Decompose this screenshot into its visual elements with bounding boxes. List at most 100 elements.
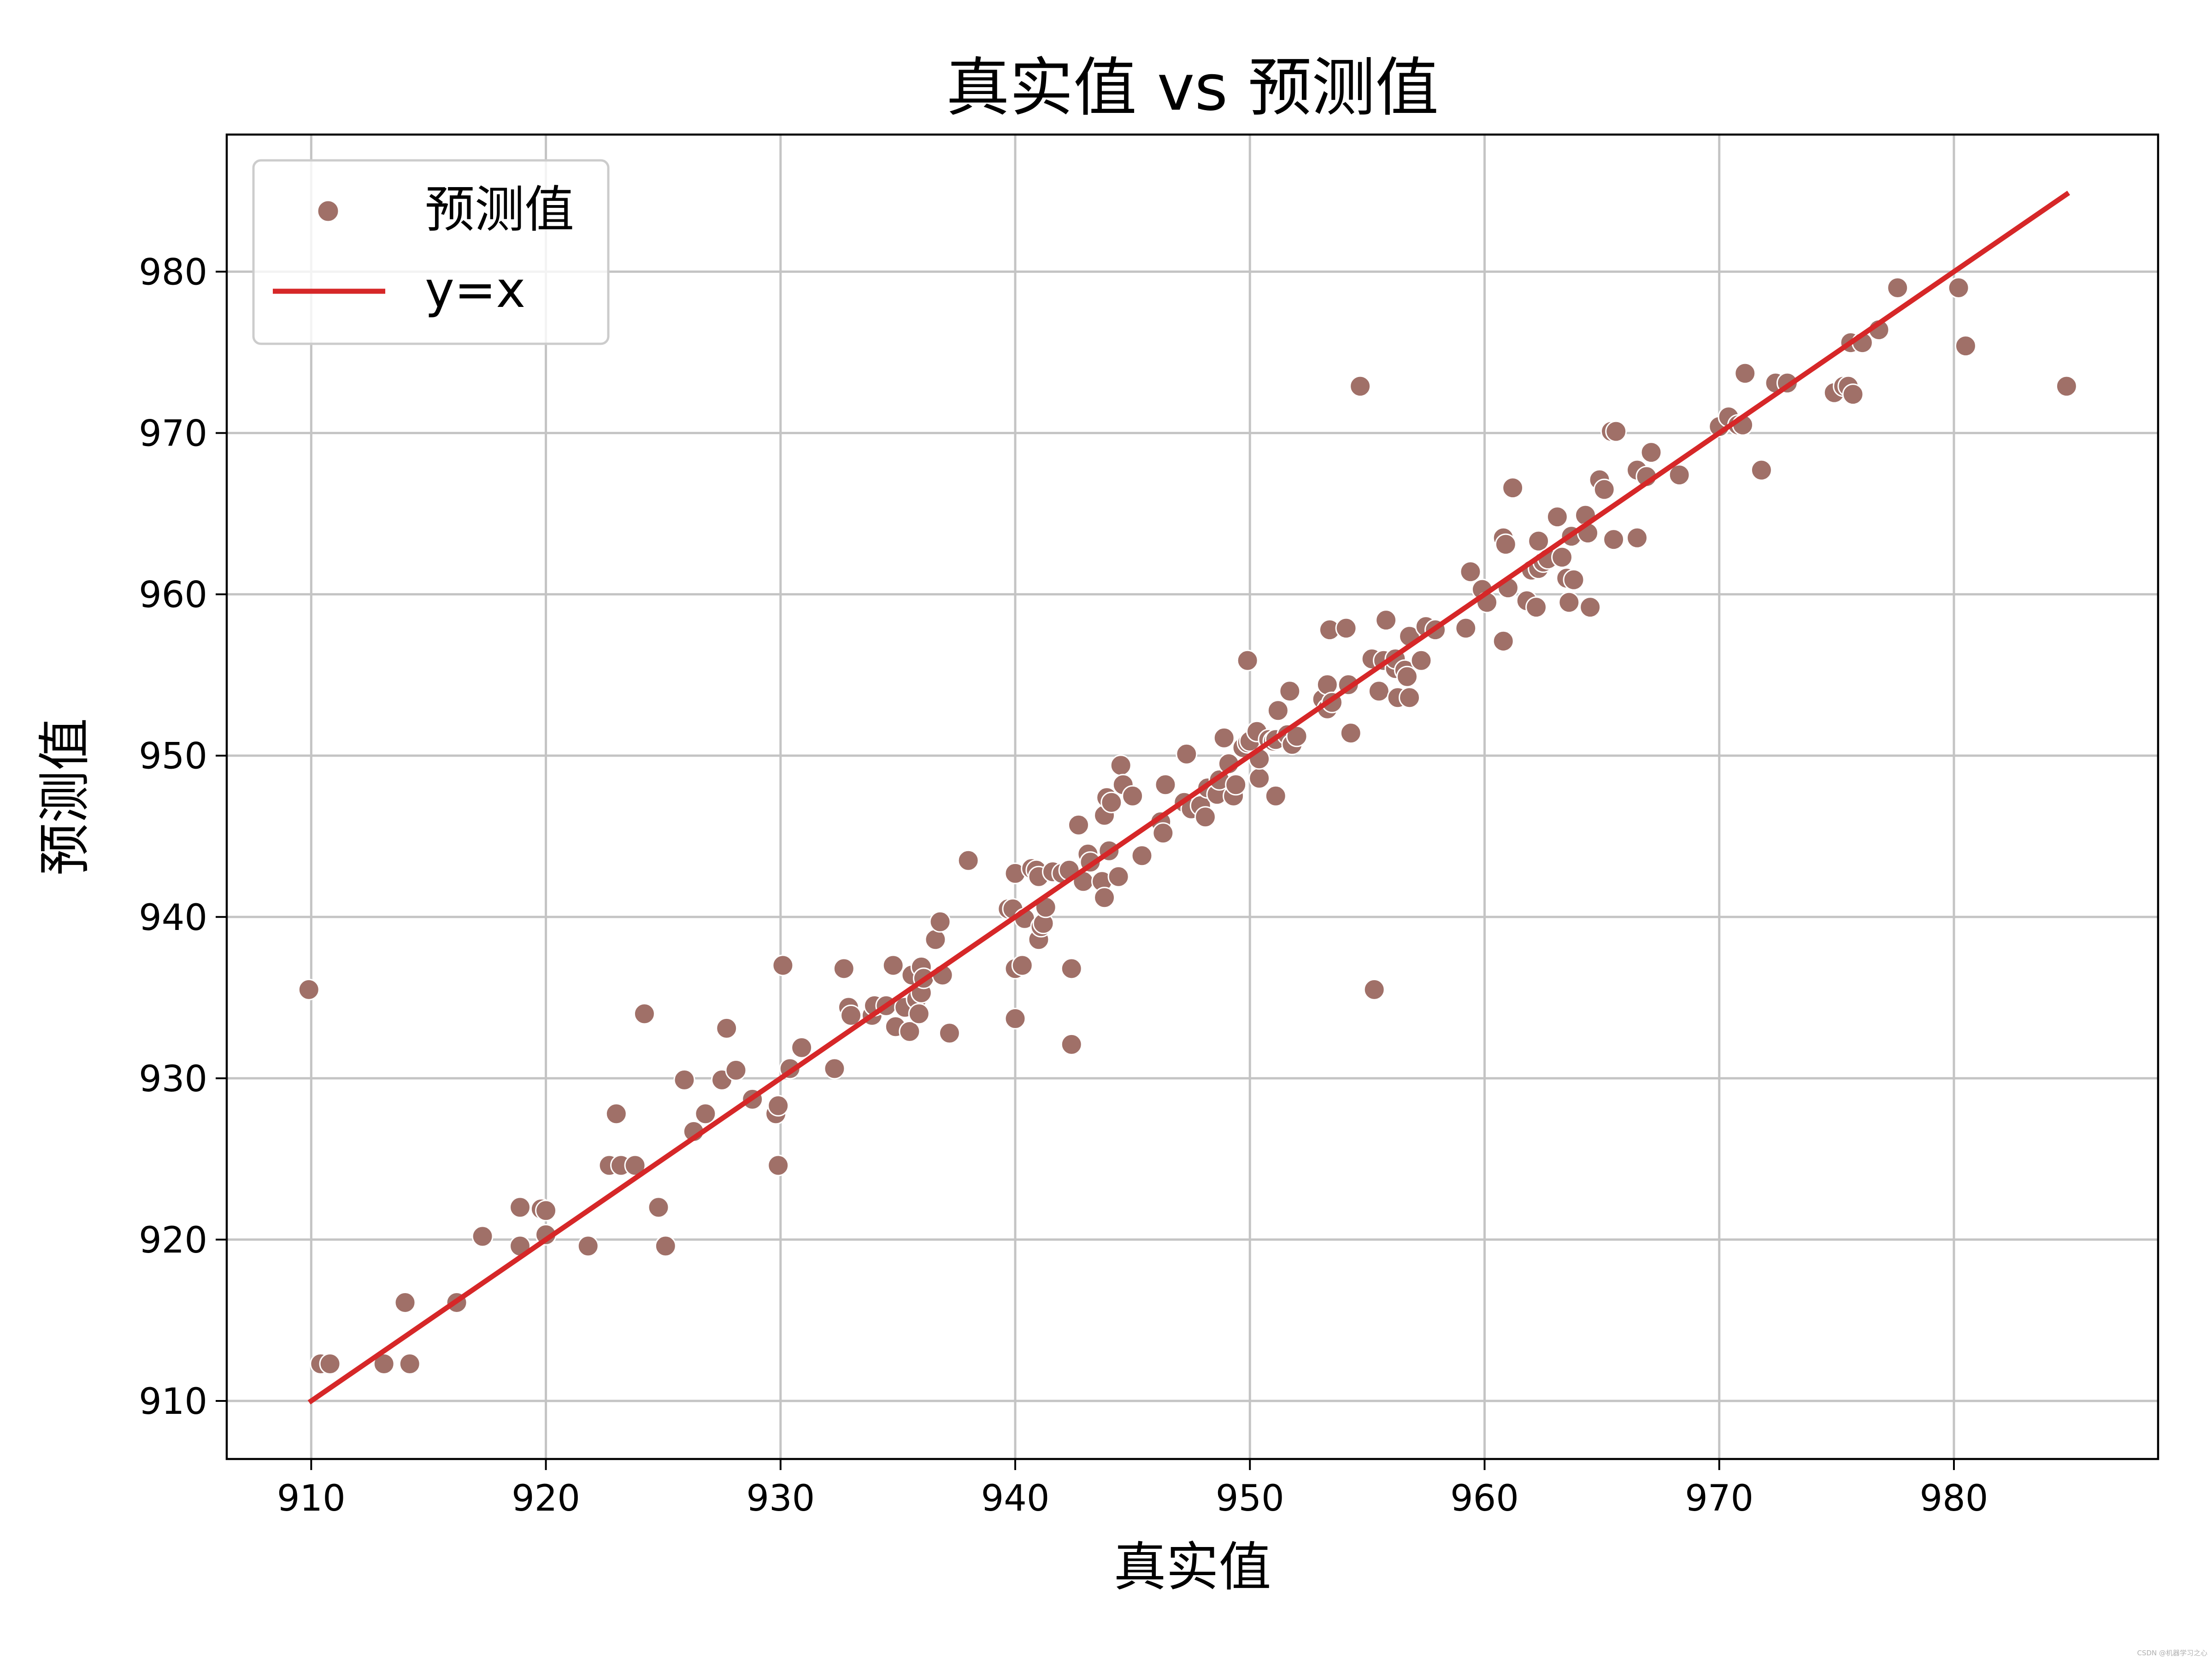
scatter-point xyxy=(509,1196,531,1218)
y-tick-label: 920 xyxy=(139,1220,207,1261)
y-tick-label: 930 xyxy=(139,1059,207,1100)
y-axis-label: 预测值 xyxy=(34,718,95,876)
grid-lines xyxy=(227,135,2158,1459)
scatter-point xyxy=(1459,561,1482,583)
scatter-point xyxy=(938,1022,960,1044)
scatter-point xyxy=(1551,546,1573,568)
scatter-point xyxy=(1528,530,1550,552)
watermark: CSDN @机器学习之心 xyxy=(2137,1649,2207,1657)
plot-frame xyxy=(225,133,2159,1460)
legend-box xyxy=(252,159,610,345)
scatter-point xyxy=(772,954,794,977)
scatter-point xyxy=(298,978,320,1000)
scatter-point xyxy=(1107,865,1130,888)
scatter-point xyxy=(1546,506,1568,528)
scatter-point xyxy=(1626,527,1648,549)
scatter-point xyxy=(1004,1007,1026,1030)
scatter-point xyxy=(399,1353,421,1375)
scatter-point xyxy=(1399,687,1421,709)
scatter-point xyxy=(654,1235,677,1257)
scatter-point xyxy=(1131,845,1153,867)
scatter-point xyxy=(2055,375,2077,397)
legend-marker-icon xyxy=(317,200,340,223)
scatter-point xyxy=(1122,785,1144,807)
scatter-point xyxy=(1213,727,1235,749)
scatter-point xyxy=(767,1154,789,1177)
y-tick-label: 950 xyxy=(139,736,207,777)
x-tick-label: 970 xyxy=(1685,1478,1753,1519)
axis-ticks: 910 920 930 940 950 960 970 980 910 920 930 940 950 9… xyxy=(139,252,1988,1519)
scatter-point xyxy=(1152,822,1174,844)
x-tick-label: 980 xyxy=(1920,1478,1988,1519)
scatter-point xyxy=(1668,464,1690,486)
x-tick-label: 950 xyxy=(1216,1478,1284,1519)
scatter-point xyxy=(1410,649,1432,671)
scatter-point xyxy=(908,1003,930,1025)
scatter-point xyxy=(1494,533,1517,555)
scatter-point xyxy=(1640,441,1662,464)
scatter-point xyxy=(1605,420,1627,442)
scatter-point xyxy=(1248,767,1271,789)
scatter-point xyxy=(319,1353,341,1375)
legend-label-predicted: 预测值 xyxy=(425,181,574,239)
scatter-point xyxy=(1011,954,1033,977)
scatter-point xyxy=(833,958,855,980)
scatter-point xyxy=(1750,459,1772,481)
scatter-point xyxy=(1492,630,1514,652)
scatter-point xyxy=(605,1103,627,1125)
scatter-point xyxy=(1194,806,1217,828)
scatter-point xyxy=(1363,978,1385,1000)
scatter-point xyxy=(694,1103,717,1125)
scatter-point xyxy=(899,1020,921,1042)
scatter-point xyxy=(924,929,947,951)
scatter-point xyxy=(1110,754,1132,777)
y-tick-label: 940 xyxy=(139,897,207,939)
scatter-point xyxy=(1947,277,1970,299)
scatter-point xyxy=(1396,665,1418,688)
scatter-point xyxy=(1094,887,1116,909)
scatter-point xyxy=(1176,743,1198,765)
x-tick-label: 960 xyxy=(1450,1478,1519,1519)
scatter-point xyxy=(1734,362,1756,384)
x-tick-label: 920 xyxy=(512,1478,580,1519)
scatter-point xyxy=(1279,680,1301,702)
scatter-point xyxy=(1335,617,1357,639)
scatter-point xyxy=(1100,791,1123,813)
x-tick-label: 930 xyxy=(746,1478,815,1519)
scatter-point xyxy=(1225,774,1247,796)
scatter-point xyxy=(647,1196,670,1218)
y-tick-label: 970 xyxy=(139,413,207,455)
scatter-point xyxy=(1068,814,1090,836)
scatter-point xyxy=(1368,680,1390,702)
scatter-point xyxy=(394,1291,416,1313)
scatter-point xyxy=(1455,617,1477,639)
scatter-point xyxy=(791,1036,813,1059)
scatter-point xyxy=(633,1003,655,1025)
scatter-point xyxy=(929,911,951,933)
y-tick-label: 910 xyxy=(139,1381,207,1423)
scatter-point xyxy=(716,1017,738,1039)
x-tick-label: 910 xyxy=(277,1478,346,1519)
scatter-point xyxy=(1563,569,1585,591)
scatter-point xyxy=(725,1059,747,1081)
scatter-point xyxy=(1558,591,1580,613)
scatter-point xyxy=(471,1225,494,1247)
scatter-point xyxy=(1502,477,1524,499)
scatter-point xyxy=(1060,958,1082,980)
scatter-point xyxy=(1579,596,1601,618)
y-tick-label: 960 xyxy=(139,575,207,616)
scatter-point xyxy=(1236,649,1259,671)
legend: 预测值 y=x xyxy=(252,159,610,345)
scatter-point xyxy=(1267,700,1289,722)
legend-label-reference: y=x xyxy=(425,261,525,319)
scatter-point xyxy=(957,849,979,871)
scatter-point xyxy=(1375,609,1397,631)
scatter-point xyxy=(535,1200,557,1222)
scatter-point xyxy=(824,1058,846,1080)
y-tick-label: 980 xyxy=(139,252,207,294)
reference-line-y=x xyxy=(307,190,2071,1405)
scatter-point xyxy=(1154,774,1177,796)
scatter-point xyxy=(1340,722,1362,744)
scatter-point xyxy=(1842,383,1864,406)
